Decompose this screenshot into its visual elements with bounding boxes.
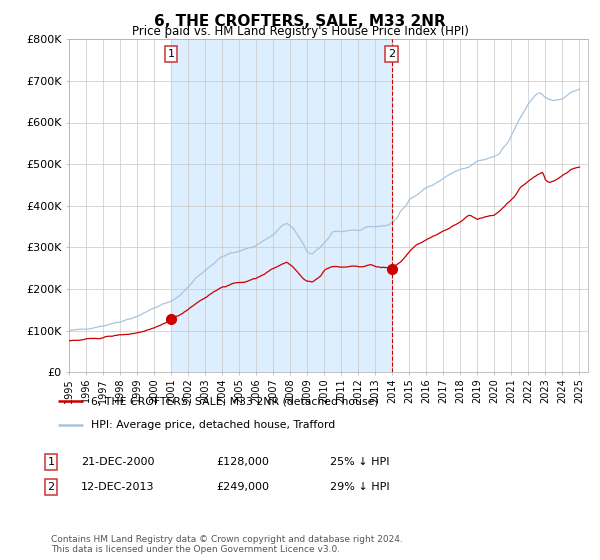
Text: HPI: Average price, detached house, Trafford: HPI: Average price, detached house, Traf… [91,419,335,430]
Text: 1: 1 [167,49,175,59]
Text: 21-DEC-2000: 21-DEC-2000 [81,457,155,467]
Bar [171,39,392,372]
Text: 29% ↓ HPI: 29% ↓ HPI [330,482,389,492]
Text: £249,000: £249,000 [216,482,269,492]
Text: Contains HM Land Registry data © Crown copyright and database right 2024.
This d: Contains HM Land Registry data © Crown c… [51,535,403,554]
Text: 2: 2 [388,49,395,59]
Text: 6, THE CROFTERS, SALE, M33 2NR: 6, THE CROFTERS, SALE, M33 2NR [154,14,446,29]
Text: Price paid vs. HM Land Registry's House Price Index (HPI): Price paid vs. HM Land Registry's House … [131,25,469,38]
Text: 6, THE CROFTERS, SALE, M33 2NR (detached house): 6, THE CROFTERS, SALE, M33 2NR (detached… [91,396,378,407]
Text: 2: 2 [47,482,55,492]
Text: 25% ↓ HPI: 25% ↓ HPI [330,457,389,467]
Text: 12-DEC-2013: 12-DEC-2013 [81,482,155,492]
Text: 1: 1 [47,457,55,467]
Text: £128,000: £128,000 [216,457,269,467]
